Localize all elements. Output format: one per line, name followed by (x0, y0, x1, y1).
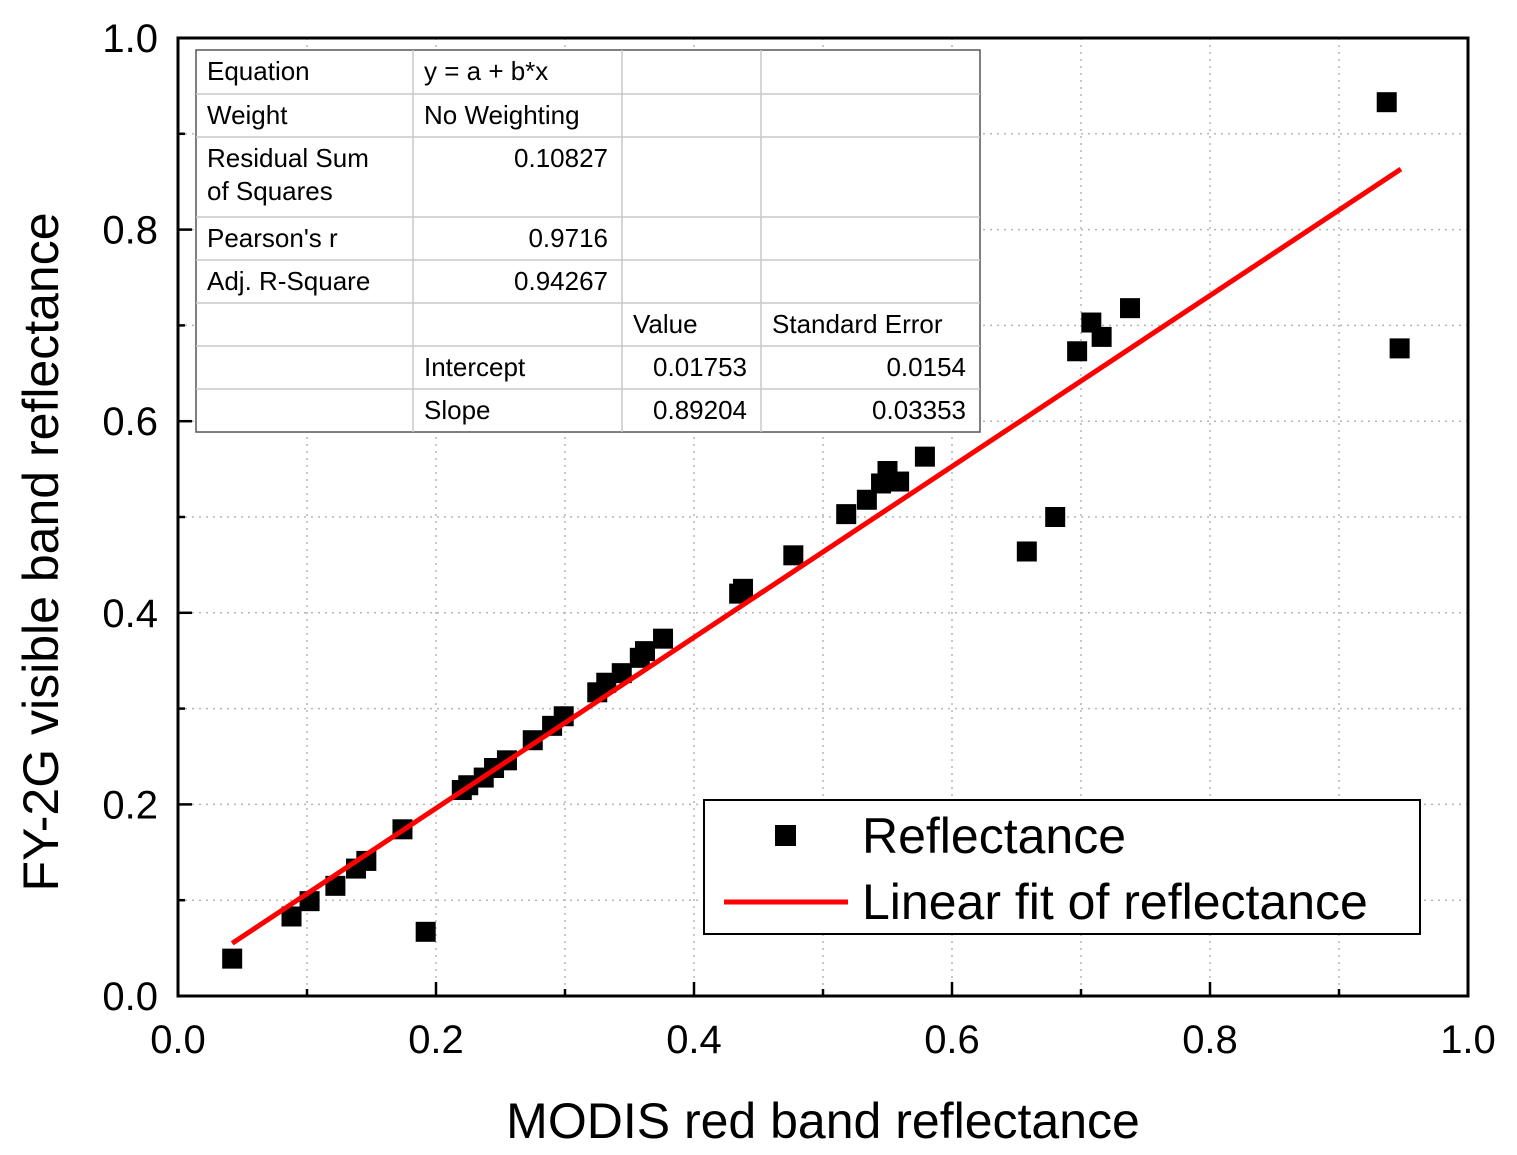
stats-table-cell-line: 0.03353 (872, 395, 966, 425)
stats-table-cell: Slope (424, 395, 491, 425)
stats-table-cell-line: Adj. R-Square (207, 266, 370, 296)
y-tick-label: 0.2 (102, 783, 158, 827)
stats-table-frame (195, 49, 981, 433)
y-tick-label: 0.4 (102, 592, 158, 636)
y-tick-label: 0.0 (102, 975, 158, 1019)
stats-table: Equation y = a + b*x Weight No Weighting Res… (195, 49, 981, 433)
y-axis-title: FY-2G visible band reflectance (13, 212, 69, 891)
data-point (596, 672, 617, 693)
stats-table-cell-line: Intercept (424, 352, 526, 382)
data-point (1389, 338, 1410, 359)
stats-table-cell: 0.0154 (886, 352, 966, 382)
data-point (1016, 541, 1037, 562)
stats-table-cell: 0.94267 (514, 266, 608, 296)
stats-table-cell: No Weighting (424, 100, 580, 130)
stats-table-cell: Intercept (424, 352, 526, 382)
stats-table-cell: 0.01753 (653, 352, 747, 382)
x-tick-label: 0.6 (924, 1018, 980, 1062)
stats-table-cell-line: No Weighting (424, 100, 580, 130)
data-point (634, 641, 655, 662)
stats-table-cell-line: Value (633, 309, 698, 339)
stats-table-cell-line: 0.0154 (886, 352, 966, 382)
data-point (415, 921, 436, 942)
data-point (856, 489, 877, 510)
stats-table-cell-line: Standard Error (772, 309, 943, 339)
x-axis-title: MODIS red band reflectance (506, 1093, 1140, 1149)
stats-table-cell-line: Weight (207, 100, 288, 130)
stats-table-cell-line: Equation (207, 56, 310, 86)
y-tick-label: 1.0 (102, 17, 158, 61)
data-point (1091, 326, 1112, 347)
stats-table-cell: 0.10827 (514, 143, 608, 173)
data-point (222, 948, 243, 969)
data-point (733, 578, 754, 599)
stats-table-cell-line: 0.89204 (653, 395, 747, 425)
linear-fit-line (230, 166, 1403, 946)
stats-table-cell: 0.03353 (872, 395, 966, 425)
stats-table-cell-line: 0.9716 (528, 223, 608, 253)
stats-table-cell: Residual Sum of Squares (207, 143, 369, 206)
data-point (281, 906, 302, 927)
y-tick-label: 0.8 (102, 209, 158, 253)
x-tick-label: 0.8 (1182, 1018, 1238, 1062)
x-tick-label: 0.2 (408, 1018, 464, 1062)
y-tick-label: 0.6 (102, 400, 158, 444)
stats-table-cell: Weight (207, 100, 288, 130)
stats-table-cell: 0.9716 (528, 223, 608, 253)
stats-table-cell: Standard Error (772, 309, 943, 339)
x-tick-label: 0.4 (666, 1018, 722, 1062)
data-point (1045, 507, 1066, 527)
legend-label-linear-fit: Linear fit of reflectance (862, 874, 1368, 930)
x-tick-label: 0.0 (150, 1018, 206, 1062)
data-point (783, 545, 804, 566)
stats-table-cell: Pearson's r (207, 223, 338, 253)
stats-table-cell: 0.89204 (653, 395, 747, 425)
data-point (611, 663, 632, 684)
data-point (1376, 92, 1397, 113)
axis-ticks: 0.0 0.2 0.4 0.6 0.8 1.0 0.0 0.2 0.4 0.6 0.8 1.0 (102, 17, 1495, 1062)
legend-box (703, 799, 1421, 935)
stats-table-cell: Value (633, 309, 698, 339)
data-point (836, 504, 857, 525)
series-layer (222, 92, 1410, 969)
x-tick-label: 1.0 (1440, 1018, 1496, 1062)
legend: Reflectance Linear fit of reflectance (703, 799, 1421, 935)
data-point (653, 628, 674, 649)
data-point (1120, 298, 1141, 319)
data-point (1067, 341, 1088, 362)
stats-table-cell-line: Pearson's r (207, 223, 338, 253)
stats-table-cell-line: Residual Sum (207, 143, 369, 173)
stats-table-cell: y = a + b*x (424, 56, 548, 86)
legend-label-reflectance: Reflectance (862, 808, 1126, 864)
stats-table-cell-line: 0.10827 (514, 143, 608, 173)
stats-table-cell-line: Slope (424, 395, 491, 425)
legend-marker-reflectance (775, 825, 796, 846)
stats-table-cell-line: 0.01753 (653, 352, 747, 382)
stats-table-cell-line: y = a + b*x (424, 56, 548, 86)
stats-table-cell: Equation (207, 56, 310, 86)
stats-table-cell-line: of Squares (207, 176, 333, 206)
data-point (889, 471, 910, 492)
stats-table-cell: Adj. R-Square (207, 266, 370, 296)
stats-table-cell-line: 0.94267 (514, 266, 608, 296)
data-point (914, 446, 935, 467)
